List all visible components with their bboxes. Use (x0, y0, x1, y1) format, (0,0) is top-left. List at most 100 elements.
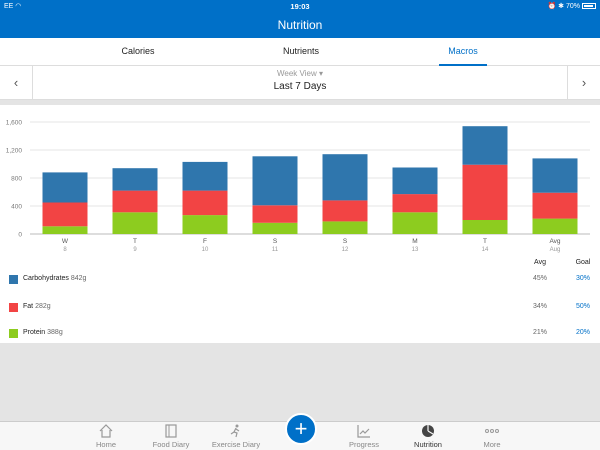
fat-swatch (9, 303, 18, 312)
battery-icon (582, 3, 596, 9)
legend-name: Fat (23, 303, 34, 310)
tab-macros[interactable]: Macros (439, 38, 487, 66)
bluetooth-icon: ✱ (558, 3, 565, 10)
bar-protein (182, 215, 228, 234)
protein-swatch (9, 329, 18, 338)
bar-protein (42, 226, 88, 234)
legend-name: Carbohydrates (23, 275, 69, 282)
wifi-icon: ◠ (15, 3, 22, 10)
bar-fat (252, 205, 298, 223)
bar-carbohydrates (252, 156, 298, 206)
bar-protein (392, 212, 438, 234)
x-date-label: 12 (342, 247, 349, 253)
tabbar-progress[interactable]: Progress (334, 422, 394, 450)
previous-period-button[interactable]: ‹ (0, 66, 33, 100)
legend-row-protein: Protein 388g 21% 20% (0, 322, 600, 346)
legend-row-fat: Fat 282g 34% 50% (0, 296, 600, 320)
period-selector: ‹ Week View ▾ Last 7 Days › (0, 66, 600, 100)
bar-fat (532, 192, 578, 219)
x-date-label: 14 (482, 247, 489, 253)
tabbar-more[interactable]: More (462, 422, 522, 450)
macros-chart: 0 400 800 1,200 1,600 W 8 T 9 F 10 S 11 S 12 M 13 T 14 Avg A… (6, 120, 590, 253)
y-tick-label: 400 (11, 204, 22, 211)
goal-percent[interactable]: 30% (575, 275, 590, 282)
avg-header: Avg (534, 259, 546, 266)
legend-row-carbohydrates: Carbohydrates 842g 45% 30% (0, 268, 600, 292)
x-date-label: 8 (63, 247, 67, 253)
x-date-label: 13 (412, 247, 419, 253)
book-icon (141, 424, 201, 440)
week-view-dropdown[interactable]: Week View ▾ (277, 69, 323, 78)
bar-fat (392, 194, 438, 213)
x-tick-label: T (133, 238, 137, 245)
runner-icon (206, 424, 266, 440)
bar-protein (252, 222, 298, 234)
tabbar-nutrition[interactable]: Nutrition (398, 422, 458, 450)
legend-amount: 388g (47, 329, 63, 336)
add-entry-button[interactable]: + (285, 413, 317, 445)
bar-fat (462, 164, 508, 220)
bar-protein (532, 218, 578, 234)
bar-fat (322, 200, 368, 222)
chevron-left-icon: ‹ (13, 75, 19, 90)
x-tick-label: T (483, 238, 487, 245)
goal-header: Goal (575, 259, 591, 266)
carrier-label: EE ◠ (4, 3, 22, 10)
battery-indicator: ⏰ ✱ 70% (547, 2, 596, 10)
tabbar-exercise-diary[interactable]: Exercise Diary (206, 422, 266, 450)
bar-carbohydrates (112, 168, 158, 191)
bar-protein (322, 221, 368, 234)
x-date-label: 11 (272, 247, 279, 253)
bar-fat (112, 190, 158, 213)
avg-percent: 45% (532, 275, 547, 282)
x-tick-label: W (62, 238, 69, 245)
period-range: Last 7 Days (273, 81, 327, 92)
bar-fat (182, 190, 228, 216)
alarm-icon: ⏰ (547, 3, 557, 10)
x-tick-label: Avg (549, 238, 560, 245)
pie-icon (398, 424, 458, 440)
next-period-button[interactable]: › (567, 66, 600, 100)
x-date-label: Aug (550, 247, 561, 253)
x-tick-label: S (343, 238, 348, 245)
avg-percent: 34% (532, 303, 547, 310)
line-chart-icon (334, 424, 394, 440)
status-bar: EE ◠ 19:03 ⏰ ✱ 70% (0, 0, 600, 12)
page-title: Nutrition (277, 18, 323, 32)
bar-protein (112, 212, 158, 234)
tabbar-food-diary[interactable]: Food Diary (141, 422, 201, 450)
tab-calories[interactable]: Calories (121, 46, 155, 56)
goal-percent[interactable]: 50% (575, 303, 590, 310)
x-date-label: 10 (202, 247, 209, 253)
bar-carbohydrates (532, 158, 578, 193)
bar-carbohydrates (462, 126, 508, 165)
tab-nutrients[interactable]: Nutrients (282, 46, 319, 56)
bar-protein (462, 220, 508, 234)
chevron-right-icon: › (581, 75, 587, 90)
x-date-label: 9 (133, 247, 137, 253)
avg-percent: 21% (532, 329, 547, 336)
x-tick-label: S (273, 238, 278, 245)
goal-percent[interactable]: 20% (575, 329, 590, 336)
legend-amount: 842g (70, 275, 87, 282)
bar-carbohydrates (392, 167, 438, 195)
y-tick-label: 0 (18, 232, 22, 239)
home-icon (76, 424, 136, 440)
x-tick-label: M (412, 238, 417, 245)
clock: 19:03 (290, 2, 310, 11)
nav-bar: Nutrition (0, 12, 600, 38)
legend-name: Protein (23, 329, 46, 336)
bar-fat (42, 202, 88, 227)
tabbar-home[interactable]: Home (76, 422, 136, 450)
x-tick-label: F (203, 238, 207, 245)
caret-down-icon: ▾ (318, 69, 323, 78)
legend-amount: 282g (35, 303, 51, 310)
bar-carbohydrates (42, 172, 88, 203)
macros-card: 0 400 800 1,200 1,600 W 8 T 9 F 10 S 11 S 12 M 13 T 14 Avg A… (0, 105, 600, 343)
bar-carbohydrates (182, 161, 228, 191)
bar-carbohydrates (322, 154, 368, 201)
y-tick-label: 800 (11, 176, 22, 183)
y-tick-label: 1,600 (6, 120, 23, 127)
dots-icon (462, 424, 522, 440)
y-tick-label: 1,200 (6, 148, 23, 155)
